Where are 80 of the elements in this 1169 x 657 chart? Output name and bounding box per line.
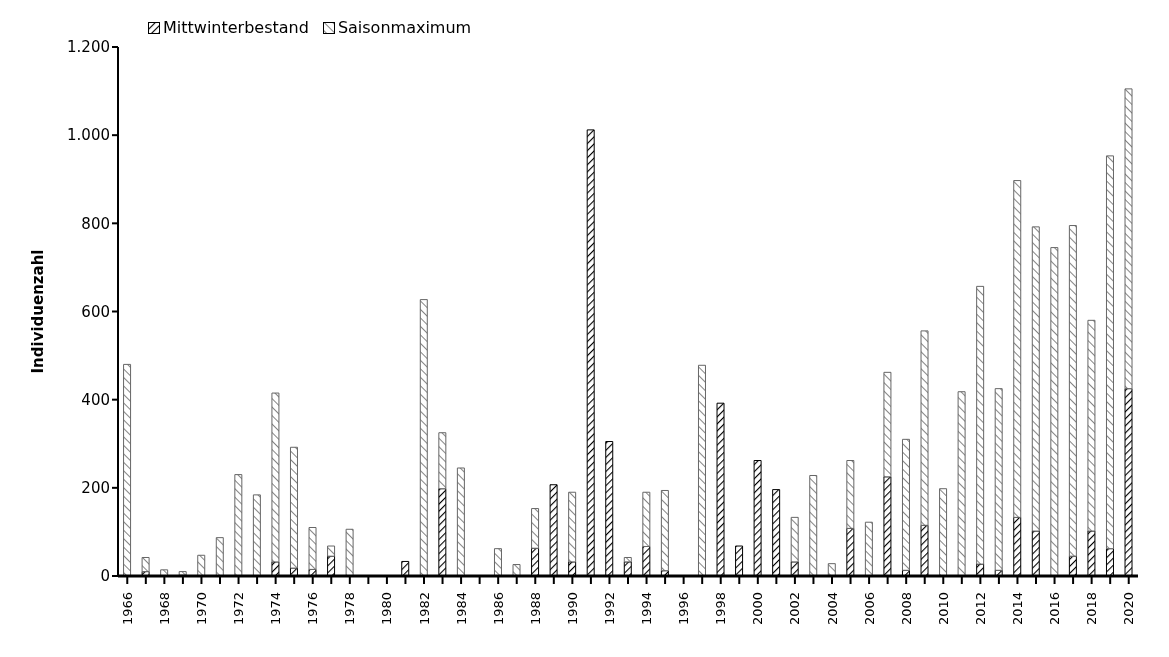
x-tick-label: 2016 (1047, 592, 1063, 626)
x-tick-label: 1972 (231, 592, 247, 626)
x-tick-label: 1994 (639, 592, 655, 626)
bar (920, 330, 929, 526)
bar (271, 392, 280, 563)
x-tick-label: 1976 (305, 592, 321, 626)
bar (1013, 180, 1022, 518)
bar (327, 545, 336, 557)
y-tick-label: 800 (81, 214, 110, 233)
bar (1050, 247, 1059, 576)
bar (790, 516, 799, 563)
x-tick-label: 2004 (824, 592, 840, 626)
x-tick-label: 1966 (119, 592, 135, 626)
x-tick-label: 2012 (972, 592, 988, 626)
bar (827, 563, 836, 576)
x-tick-label: 2000 (750, 592, 766, 626)
bar (1105, 155, 1114, 550)
bar (697, 364, 706, 576)
bar (234, 474, 243, 576)
bar (456, 467, 465, 576)
bar (957, 391, 966, 576)
x-tick-label: 1998 (713, 592, 729, 626)
x-tick-label: 2006 (861, 592, 877, 626)
bar (1031, 226, 1040, 532)
x-tick-label: 1986 (490, 592, 506, 626)
bar (642, 491, 651, 547)
x-tick-label: 1984 (453, 592, 469, 626)
y-tick-label: 400 (81, 390, 110, 409)
y-axis-title: Individuenzahl (29, 249, 48, 374)
y-tick-label: 200 (81, 479, 110, 498)
y-tick-label: 1.000 (67, 126, 110, 145)
bar (438, 432, 447, 490)
bar (976, 285, 985, 565)
bar (846, 460, 855, 529)
x-tick-label: 2002 (787, 592, 803, 626)
bar (141, 556, 150, 573)
bar (123, 363, 132, 576)
bar (1068, 225, 1077, 557)
x-tick-label: 1974 (268, 592, 284, 626)
bar (809, 474, 818, 576)
bar (864, 521, 873, 576)
bar (493, 548, 502, 576)
x-tick-label: 1990 (564, 592, 580, 626)
bar (160, 569, 169, 576)
x-tick-label: 2008 (898, 592, 914, 626)
x-tick-label: 1978 (342, 592, 358, 626)
bar (419, 299, 428, 576)
bar (197, 554, 206, 576)
x-tick-label: 2010 (935, 592, 951, 626)
legend-label: Mittwinterbestand (163, 18, 309, 37)
x-tick-label: 1992 (601, 592, 617, 626)
bar (1087, 319, 1096, 532)
bar (994, 388, 1003, 571)
bar (568, 491, 577, 563)
bar (308, 527, 317, 570)
x-tick-label: 1988 (527, 592, 543, 626)
bar (1124, 88, 1133, 390)
legend-label: Saisonmaximum (337, 18, 472, 37)
x-tick-label: 2020 (1121, 592, 1137, 626)
x-tick-label: 1970 (193, 592, 209, 626)
y-tick-label: 0 (100, 567, 110, 586)
x-tick-label: 1980 (379, 592, 395, 626)
y-tick-label: 1.200 (67, 38, 110, 57)
bar (531, 508, 540, 549)
x-tick-label: 1968 (156, 592, 172, 626)
bar (252, 494, 261, 576)
y-tick-label: 600 (81, 302, 110, 321)
x-tick-label: 1996 (676, 592, 692, 626)
bar (215, 537, 224, 576)
bar (901, 438, 910, 571)
bar (623, 556, 632, 563)
bar (883, 371, 892, 478)
bar (345, 528, 354, 576)
bar (660, 489, 669, 572)
x-tick-label: 2014 (1009, 592, 1025, 626)
bar (512, 564, 521, 576)
x-tick-label: 2018 (1084, 592, 1100, 626)
bar (289, 446, 298, 569)
x-tick-label: 1982 (416, 592, 432, 626)
bar (939, 488, 948, 576)
